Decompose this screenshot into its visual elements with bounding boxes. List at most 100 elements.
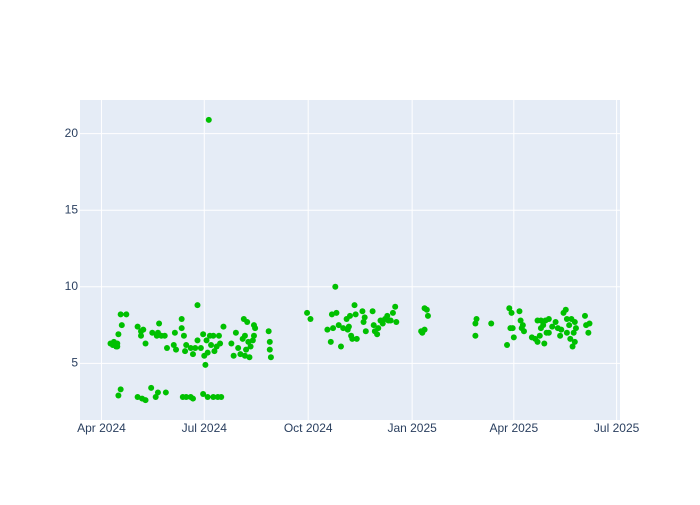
point [215, 332, 222, 339]
point [217, 340, 224, 347]
point [243, 346, 250, 353]
point [244, 319, 251, 326]
point [566, 322, 573, 329]
x-tick-label: Jan 2025 [387, 421, 437, 435]
point [534, 338, 541, 345]
point [247, 343, 254, 350]
point [333, 309, 340, 316]
point [211, 348, 218, 355]
point [379, 320, 386, 327]
point [370, 322, 377, 329]
point [473, 315, 480, 322]
point [563, 315, 570, 322]
point [192, 345, 199, 352]
point [558, 326, 565, 333]
y-tick-label: 10 [65, 279, 79, 293]
point [200, 390, 207, 397]
point [200, 331, 207, 338]
point [204, 394, 211, 401]
point [570, 329, 577, 336]
point [472, 332, 479, 339]
point [142, 340, 149, 347]
point [250, 332, 257, 339]
point [115, 392, 122, 399]
point [340, 325, 347, 332]
point [173, 346, 180, 353]
point [117, 386, 124, 393]
point [324, 326, 331, 333]
point [232, 329, 239, 336]
point [114, 343, 121, 350]
point [134, 323, 141, 330]
point [204, 349, 211, 356]
point [241, 332, 248, 339]
point [509, 325, 516, 332]
point [389, 309, 396, 316]
point [332, 283, 339, 290]
point [571, 338, 578, 345]
point [562, 306, 569, 313]
point [118, 322, 125, 329]
y-tick-label: 15 [65, 202, 79, 216]
y-tick-label: 20 [65, 126, 79, 140]
point [345, 323, 352, 330]
point [519, 322, 526, 329]
point [567, 335, 574, 342]
point [178, 315, 185, 322]
x-tick-label: Jul 2024 [182, 421, 228, 435]
point [335, 322, 342, 329]
point [156, 320, 163, 327]
point [220, 323, 227, 330]
point [506, 305, 513, 312]
point [123, 311, 130, 318]
point [161, 332, 168, 339]
point [563, 329, 570, 336]
point [237, 351, 244, 358]
point [245, 338, 252, 345]
point [187, 345, 194, 352]
point [359, 308, 366, 315]
point [203, 337, 210, 344]
point [545, 329, 552, 336]
point [375, 325, 382, 332]
x-tick-label: Jul 2025 [594, 421, 640, 435]
point [541, 340, 548, 347]
point [307, 315, 314, 322]
point [369, 308, 376, 315]
point [267, 354, 274, 361]
point [162, 389, 169, 396]
point [194, 302, 201, 309]
point [154, 389, 161, 396]
point [117, 311, 124, 318]
plot-area [80, 100, 620, 420]
point [572, 325, 579, 332]
point [557, 332, 564, 339]
point [149, 329, 156, 336]
point [235, 345, 242, 352]
point [142, 397, 149, 404]
point [189, 351, 196, 358]
point [508, 309, 515, 316]
x-tick-label: Oct 2024 [284, 421, 333, 435]
point [586, 320, 593, 327]
point [266, 338, 273, 345]
point [585, 329, 592, 336]
point [516, 308, 523, 315]
point [205, 116, 212, 123]
point [304, 309, 311, 316]
x-tick-label: Apr 2024 [77, 421, 126, 435]
point [517, 317, 524, 324]
point [230, 352, 237, 359]
point [540, 322, 547, 329]
point [252, 325, 259, 332]
point [183, 341, 190, 348]
point [210, 394, 217, 401]
point [266, 346, 273, 353]
point [510, 334, 517, 341]
point [197, 345, 204, 352]
point [361, 314, 368, 321]
point [140, 326, 147, 333]
point [138, 332, 145, 339]
point [504, 341, 511, 348]
